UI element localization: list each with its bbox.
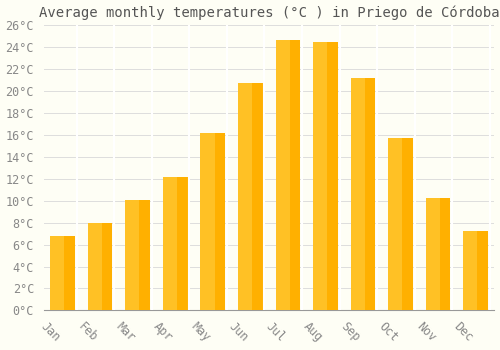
Bar (50, 236, 68, 310)
Bar (238, 84, 256, 310)
Bar (252, 84, 262, 310)
Bar (276, 40, 293, 310)
Bar (478, 231, 488, 310)
Bar (440, 197, 450, 310)
Title: Average monthly temperatures (°C ) in Priego de Córdoba: Average monthly temperatures (°C ) in Pr… (39, 6, 500, 20)
Bar (140, 200, 150, 310)
Bar (200, 133, 218, 310)
Bar (464, 231, 481, 310)
Bar (102, 223, 113, 310)
Bar (214, 133, 225, 310)
Bar (402, 138, 413, 310)
Bar (426, 197, 444, 310)
Bar (163, 177, 180, 310)
Bar (126, 200, 143, 310)
Bar (64, 236, 75, 310)
Bar (88, 223, 106, 310)
Bar (388, 138, 406, 310)
Bar (365, 78, 376, 310)
Bar (327, 42, 338, 310)
Bar (290, 40, 300, 310)
Bar (350, 78, 368, 310)
Bar (313, 42, 330, 310)
Bar (177, 177, 188, 310)
